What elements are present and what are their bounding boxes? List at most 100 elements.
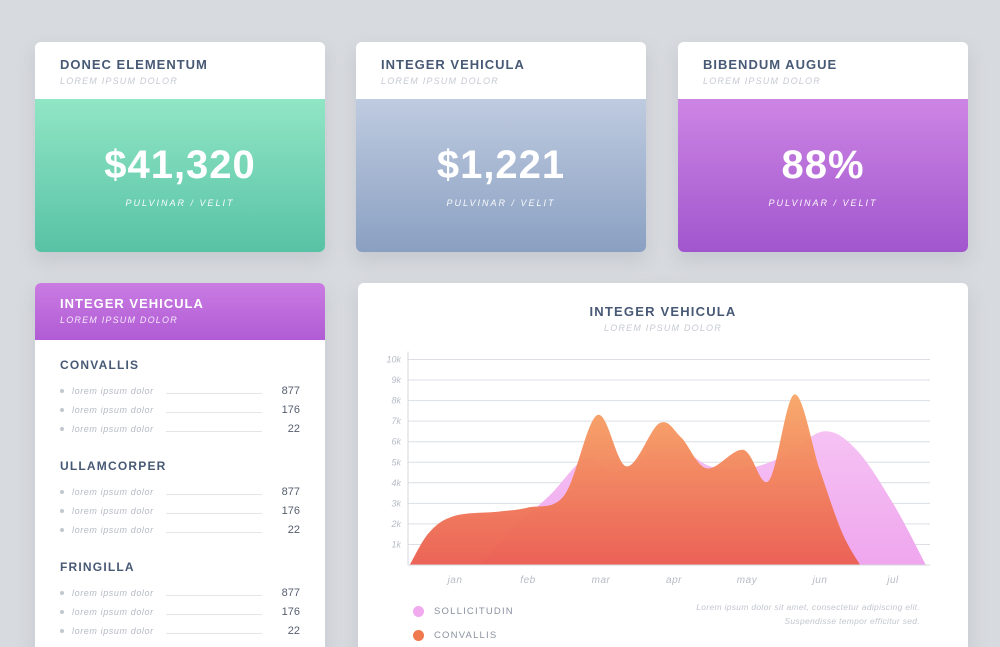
svg-text:feb: feb bbox=[520, 575, 535, 586]
list-item: lorem ipsum dolor 22 bbox=[60, 520, 300, 539]
stat-card-body: $1,221 PULVINAR / VELIT bbox=[356, 99, 646, 252]
list-item-value: 877 bbox=[281, 485, 300, 498]
section-fringilla: FRINGILLA lorem ipsum dolor 877 lorem ip… bbox=[60, 560, 300, 640]
list-item-value: 22 bbox=[287, 422, 300, 435]
svg-text:10k: 10k bbox=[386, 355, 401, 365]
chart-title: INTEGER VEHICULA bbox=[589, 304, 737, 319]
list-item: lorem ipsum dolor 877 bbox=[60, 482, 300, 501]
stat-value: $41,320 bbox=[104, 143, 256, 187]
leader-line bbox=[165, 527, 262, 533]
list-item-value: 22 bbox=[287, 624, 300, 637]
svg-text:2k: 2k bbox=[390, 519, 401, 529]
list-item-label: lorem ipsum dolor bbox=[72, 587, 154, 598]
stat-card-subtitle: LOREM IPSUM DOLOR bbox=[703, 76, 821, 86]
chart-axis-labels: 1k 2k 3k 4k 5k 6k 7k 8k 9k 10k jan feb mar apr may jun j… bbox=[386, 355, 899, 587]
bullet-icon bbox=[60, 590, 64, 595]
bullet-icon bbox=[60, 388, 64, 393]
section-ullamcorper: ULLAMCORPER lorem ipsum dolor 877 lorem … bbox=[60, 459, 300, 539]
svg-text:apr: apr bbox=[666, 575, 682, 586]
chart-subtitle: LOREM IPSUM DOLOR bbox=[604, 323, 722, 333]
leader-line bbox=[165, 508, 262, 514]
stat-caption: PULVINAR / VELIT bbox=[768, 198, 878, 208]
leader-line bbox=[165, 590, 262, 596]
svg-text:1k: 1k bbox=[391, 539, 401, 549]
breakdown-card-subtitle: LOREM IPSUM DOLOR bbox=[60, 315, 178, 325]
leader-line bbox=[165, 426, 262, 432]
stat-value: 88% bbox=[781, 143, 865, 187]
stat-card-subtitle: LOREM IPSUM DOLOR bbox=[60, 76, 178, 86]
stat-card-header: BIBENDUM AUGUE LOREM IPSUM DOLOR bbox=[678, 42, 968, 99]
leader-line bbox=[165, 628, 262, 634]
list-item-label: lorem ipsum dolor bbox=[72, 486, 154, 497]
stat-card-bibendum[interactable]: BIBENDUM AUGUE LOREM IPSUM DOLOR 88% PUL… bbox=[678, 42, 968, 252]
bullet-icon bbox=[60, 527, 64, 532]
svg-text:mar: mar bbox=[592, 575, 611, 586]
chart-footnote-line2: Suspendisse tempor efficitur sed. bbox=[784, 616, 920, 626]
section-heading: CONVALLIS bbox=[60, 358, 140, 372]
stat-card-header: DONEC ELEMENTUM LOREM IPSUM DOLOR bbox=[35, 42, 325, 99]
legend-dot-pink-icon bbox=[413, 605, 424, 617]
svg-text:4k: 4k bbox=[391, 478, 401, 488]
bullet-icon bbox=[60, 489, 64, 494]
list-item-value: 22 bbox=[287, 523, 300, 536]
leader-line bbox=[165, 407, 262, 413]
legend-item-sollicitudin[interactable]: SOLLICITUDIN bbox=[413, 599, 514, 623]
list-item-value: 176 bbox=[281, 403, 300, 416]
stat-card-donec[interactable]: DONEC ELEMENTUM LOREM IPSUM DOLOR $41,32… bbox=[35, 42, 325, 252]
list-item-label: lorem ipsum dolor bbox=[72, 505, 154, 516]
bullet-icon bbox=[60, 628, 64, 633]
list-item-label: lorem ipsum dolor bbox=[72, 606, 154, 617]
stat-value: $1,221 bbox=[436, 143, 566, 187]
list-item: lorem ipsum dolor 22 bbox=[60, 621, 300, 640]
list-item-label: lorem ipsum dolor bbox=[72, 524, 154, 535]
list-item: lorem ipsum dolor 176 bbox=[60, 501, 300, 520]
svg-text:8k: 8k bbox=[391, 396, 401, 406]
stat-card-body: 88% PULVINAR / VELIT bbox=[678, 99, 968, 252]
list-item-value: 176 bbox=[281, 605, 300, 618]
svg-text:9k: 9k bbox=[391, 375, 401, 385]
svg-text:5k: 5k bbox=[391, 457, 401, 467]
list-item-label: lorem ipsum dolor bbox=[72, 385, 154, 396]
area-chart: 1k 2k 3k 4k 5k 6k 7k 8k 9k 10k jan feb mar apr may jun j… bbox=[386, 351, 930, 587]
stat-card-title: BIBENDUM AUGUE bbox=[703, 57, 838, 72]
list-item-value: 176 bbox=[281, 504, 300, 517]
stat-caption: PULVINAR / VELIT bbox=[446, 198, 556, 208]
stat-card-subtitle: LOREM IPSUM DOLOR bbox=[381, 76, 499, 86]
leader-line bbox=[165, 489, 262, 495]
chart-header: INTEGER VEHICULA LOREM IPSUM DOLOR bbox=[358, 283, 968, 333]
breakdown-card: INTEGER VEHICULA LOREM IPSUM DOLOR CONVA… bbox=[35, 283, 325, 647]
list-item: lorem ipsum dolor 877 bbox=[60, 583, 300, 602]
breakdown-card-body: CONVALLIS lorem ipsum dolor 877 lorem ip… bbox=[35, 340, 325, 640]
svg-text:jul: jul bbox=[885, 575, 899, 586]
chart-legend: SOLLICITUDIN CONVALLIS bbox=[413, 599, 514, 647]
legend-label: SOLLICITUDIN bbox=[434, 605, 514, 617]
svg-text:jan: jan bbox=[446, 575, 463, 586]
list-item-value: 877 bbox=[281, 586, 300, 599]
leader-line bbox=[165, 388, 262, 394]
list-item-label: lorem ipsum dolor bbox=[72, 404, 154, 415]
section-convallis: CONVALLIS lorem ipsum dolor 877 lorem ip… bbox=[60, 358, 300, 438]
area-chart-card: INTEGER VEHICULA LOREM IPSUM DOLOR 1k 2k 3… bbox=[358, 283, 968, 647]
chart-footnote-line1: Lorem ipsum dolor sit amet, consectetur … bbox=[696, 602, 920, 612]
chart-axes bbox=[407, 351, 930, 566]
section-heading: ULLAMCORPER bbox=[60, 459, 167, 473]
list-item: lorem ipsum dolor 176 bbox=[60, 400, 300, 419]
chart-series-areas bbox=[409, 394, 926, 565]
leader-line bbox=[165, 609, 262, 615]
stat-caption: PULVINAR / VELIT bbox=[125, 198, 235, 208]
svg-text:jun: jun bbox=[811, 575, 828, 586]
section-heading: FRINGILLA bbox=[60, 560, 135, 574]
stat-card-title: DONEC ELEMENTUM bbox=[60, 57, 208, 72]
stat-card-body: $41,320 PULVINAR / VELIT bbox=[35, 99, 325, 252]
stat-card-title: INTEGER VEHICULA bbox=[381, 57, 525, 72]
list-item: lorem ipsum dolor 877 bbox=[60, 381, 300, 400]
stat-card-integer[interactable]: INTEGER VEHICULA LOREM IPSUM DOLOR $1,22… bbox=[356, 42, 646, 252]
chart-footnote: Lorem ipsum dolor sit amet, consectetur … bbox=[696, 600, 920, 628]
svg-text:6k: 6k bbox=[391, 437, 401, 447]
legend-item-convallis[interactable]: CONVALLIS bbox=[413, 623, 514, 647]
bullet-icon bbox=[60, 407, 64, 412]
list-item-label: lorem ipsum dolor bbox=[72, 423, 154, 434]
list-item-value: 877 bbox=[281, 384, 300, 397]
legend-label: CONVALLIS bbox=[434, 629, 498, 641]
list-item: lorem ipsum dolor 22 bbox=[60, 419, 300, 438]
